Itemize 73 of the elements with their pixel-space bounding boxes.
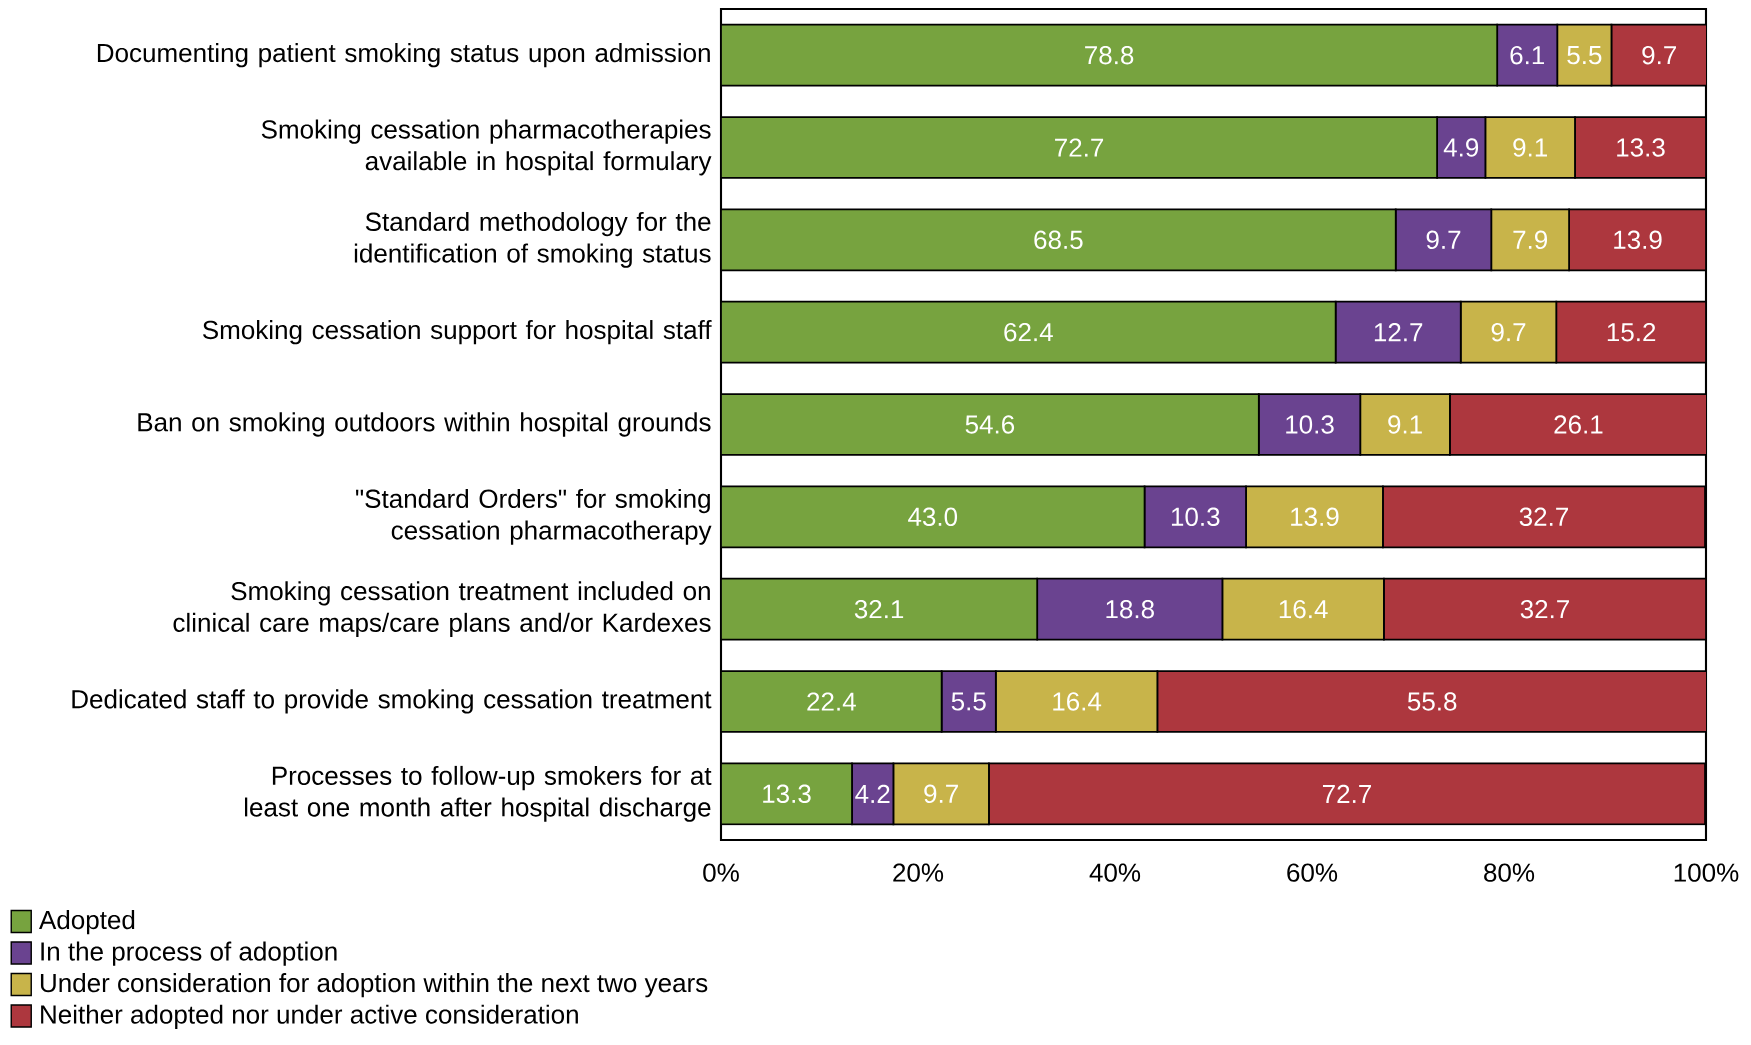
bar: [721, 23, 1499, 87]
y-tick-label: Smoking cessation pharmacotherapies available in hospital formulary: [261, 119, 712, 176]
bar: [721, 393, 1260, 456]
data-label: 5.5: [1567, 46, 1602, 65]
data-label: 4.9: [1443, 138, 1479, 157]
legend-label: Under consideration for adoption within the next two years: [40, 973, 708, 998]
legend-label: In the process of adoption: [41, 941, 337, 966]
y-tick-label: Smoking cessation treatment included on clinical care maps/care plans and/or Kardexes: [173, 581, 711, 638]
data-label: 13.3: [1617, 138, 1665, 157]
data-label: 62.4: [1004, 322, 1053, 342]
data-label: 9.7: [924, 784, 958, 804]
y-tick-label: Smoking cessation support for hospital staff: [202, 320, 712, 345]
x-tick-label: 40%: [1089, 863, 1141, 882]
bar: [721, 577, 1039, 641]
data-label: 9.7: [1642, 45, 1677, 65]
data-label: 78.8: [1085, 45, 1134, 65]
y-tick-label: Processes to follow-up smokers for at least one month after hospital discharge: [244, 765, 712, 822]
bar: [1610, 23, 1706, 87]
data-label: 72.7: [1322, 784, 1371, 803]
bar: [721, 485, 1146, 549]
data-label: 7.9: [1513, 230, 1548, 250]
data-label: 9.7: [1491, 322, 1526, 342]
y-tick-label: Standard methodology for the identification of smoking status: [354, 211, 711, 268]
data-label: 4.2: [855, 784, 890, 803]
y-tick-label: Ban on smoking outdoors within hospital grounds: [138, 412, 711, 437]
bar: [988, 762, 1706, 826]
data-label: 13.9: [1614, 230, 1662, 250]
data-label: 5.5: [951, 692, 986, 711]
bar: [1568, 208, 1706, 272]
y-tick-label: Dedicated staff to provide smoking cessation treatment: [72, 689, 712, 714]
bar: [1382, 485, 1706, 549]
data-label: 9.7: [1426, 230, 1461, 250]
bar: [721, 208, 1397, 272]
x-tick-label: 20%: [893, 863, 944, 882]
data-label: 10.3: [1286, 415, 1334, 434]
x-tick-label: 80%: [1484, 863, 1535, 882]
data-label: 13.3: [763, 784, 811, 804]
x-tick-label: 100%: [1674, 863, 1739, 882]
data-label: 54.6: [965, 415, 1015, 434]
bar: [1449, 393, 1706, 456]
bar: [1574, 116, 1706, 179]
data-label: 16.4: [1053, 692, 1102, 711]
data-label: 9.1: [1388, 415, 1422, 434]
data-label: 9.1: [1513, 138, 1547, 157]
bar: [1555, 300, 1706, 364]
x-tick-label: 0%: [703, 863, 739, 882]
data-label: 16.4: [1279, 599, 1328, 619]
y-tick-label: "Standard Orders" for smoking cessation pharmacotherapy: [356, 488, 712, 545]
data-label: 13.9: [1291, 507, 1339, 527]
y-tick-label: Documenting patient smoking status upon admission: [97, 43, 710, 68]
bar: [1383, 577, 1706, 641]
bar: [721, 116, 1438, 179]
data-label: 15.2: [1607, 322, 1656, 342]
legend-label: Neither adopted nor under active consideration: [41, 1004, 578, 1029]
data-label: 32.7: [1520, 599, 1569, 619]
data-label: 32.7: [1519, 507, 1568, 527]
data-label: 18.8: [1106, 599, 1154, 619]
bar: [1156, 670, 1706, 733]
legend-label: Adopted: [39, 910, 135, 935]
data-label: 12.7: [1374, 323, 1423, 342]
data-label: 43.0: [908, 507, 958, 527]
data-label: 26.1: [1554, 415, 1603, 434]
x-tick-label: 60%: [1287, 863, 1338, 882]
data-label: 32.1: [854, 599, 904, 619]
data-label: 10.3: [1171, 507, 1220, 527]
data-label: 72.7: [1055, 138, 1104, 157]
data-label: 68.5: [1034, 230, 1083, 250]
bar: [721, 300, 1337, 364]
data-label: 6.1: [1510, 45, 1545, 65]
bar: [721, 670, 943, 733]
bar: [721, 762, 853, 826]
data-label: 22.4: [807, 692, 856, 711]
data-label: 55.8: [1407, 692, 1457, 711]
